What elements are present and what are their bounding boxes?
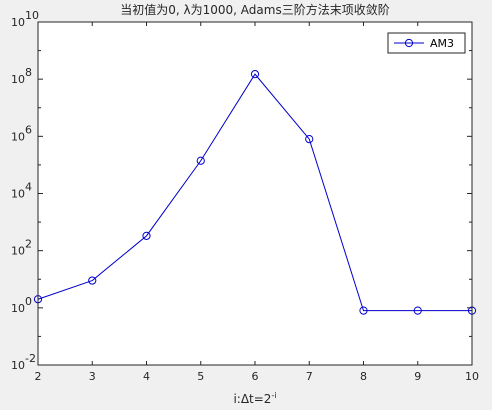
x-tick-label: 8: [360, 370, 367, 383]
y-tick-label: 10: [11, 188, 25, 201]
y-tick-label-exponent: 2: [25, 238, 32, 251]
y-tick-label: 10: [11, 130, 25, 143]
series-line-am3: [37, 73, 472, 312]
y-tick-label-base: 10: [11, 302, 25, 315]
x-axis-label-text: i:Δt=2: [233, 392, 271, 406]
data-point: [88, 276, 97, 285]
y-tick-label-base: 10: [11, 73, 25, 86]
y-tick-label-exponent: 10: [25, 9, 39, 22]
chart-title: 当初值为0, λ为1000, Adams三阶方法末项收敛阶: [120, 2, 389, 17]
data-point: [196, 156, 205, 165]
series-layer: [33, 70, 477, 315]
legend-marker: [404, 38, 414, 48]
x-tick-label: 2: [35, 370, 42, 383]
y-tick-label-base: 10: [11, 16, 25, 29]
data-point: [250, 70, 260, 79]
data-point: [359, 306, 368, 315]
data-point: [413, 306, 422, 315]
y-tick-label-exponent: 0: [25, 295, 32, 308]
data-point: [305, 135, 314, 144]
y-tick-label: 10: [11, 16, 25, 29]
y-tick-label: 10: [11, 359, 25, 372]
y-tick-label: 10: [11, 73, 25, 86]
x-tick-label: 9: [414, 370, 421, 383]
y-tick-label-exponent: 8: [25, 66, 32, 79]
y-tick-label-base: 10: [11, 245, 25, 258]
legend: AM3: [387, 32, 466, 54]
y-tick-label: 10: [11, 245, 25, 258]
x-tick-label: 4: [143, 370, 150, 383]
x-tick-label: 10: [465, 370, 479, 383]
plot-area: [38, 22, 472, 365]
y-tick-label-exponent: 4: [25, 181, 32, 194]
data-point: [142, 231, 151, 240]
y-tick-label-base: 10: [11, 188, 25, 201]
y-tick-label-base: 10: [11, 359, 25, 372]
plot-frame: [37, 21, 473, 366]
x-axis-label-superscript: -i: [271, 391, 276, 400]
x-axis-label: i:Δt=2-i: [233, 391, 276, 406]
legend-label: AM3: [430, 37, 454, 50]
x-tick-label: 7: [306, 370, 313, 383]
legend-box: [387, 32, 466, 54]
x-axis-tick-labels: 2 3 4 5 6 7 8 9 10: [35, 370, 480, 383]
x-tick-label: 3: [89, 370, 96, 383]
y-tick-label-exponent: -2: [25, 352, 36, 365]
x-tick-label: 6: [252, 370, 259, 383]
x-tick-label: 5: [197, 370, 204, 383]
y-tick-label-exponent: 6: [25, 123, 32, 136]
y-tick-label-base: 10: [11, 130, 25, 143]
y-tick-label: 10: [11, 302, 25, 315]
